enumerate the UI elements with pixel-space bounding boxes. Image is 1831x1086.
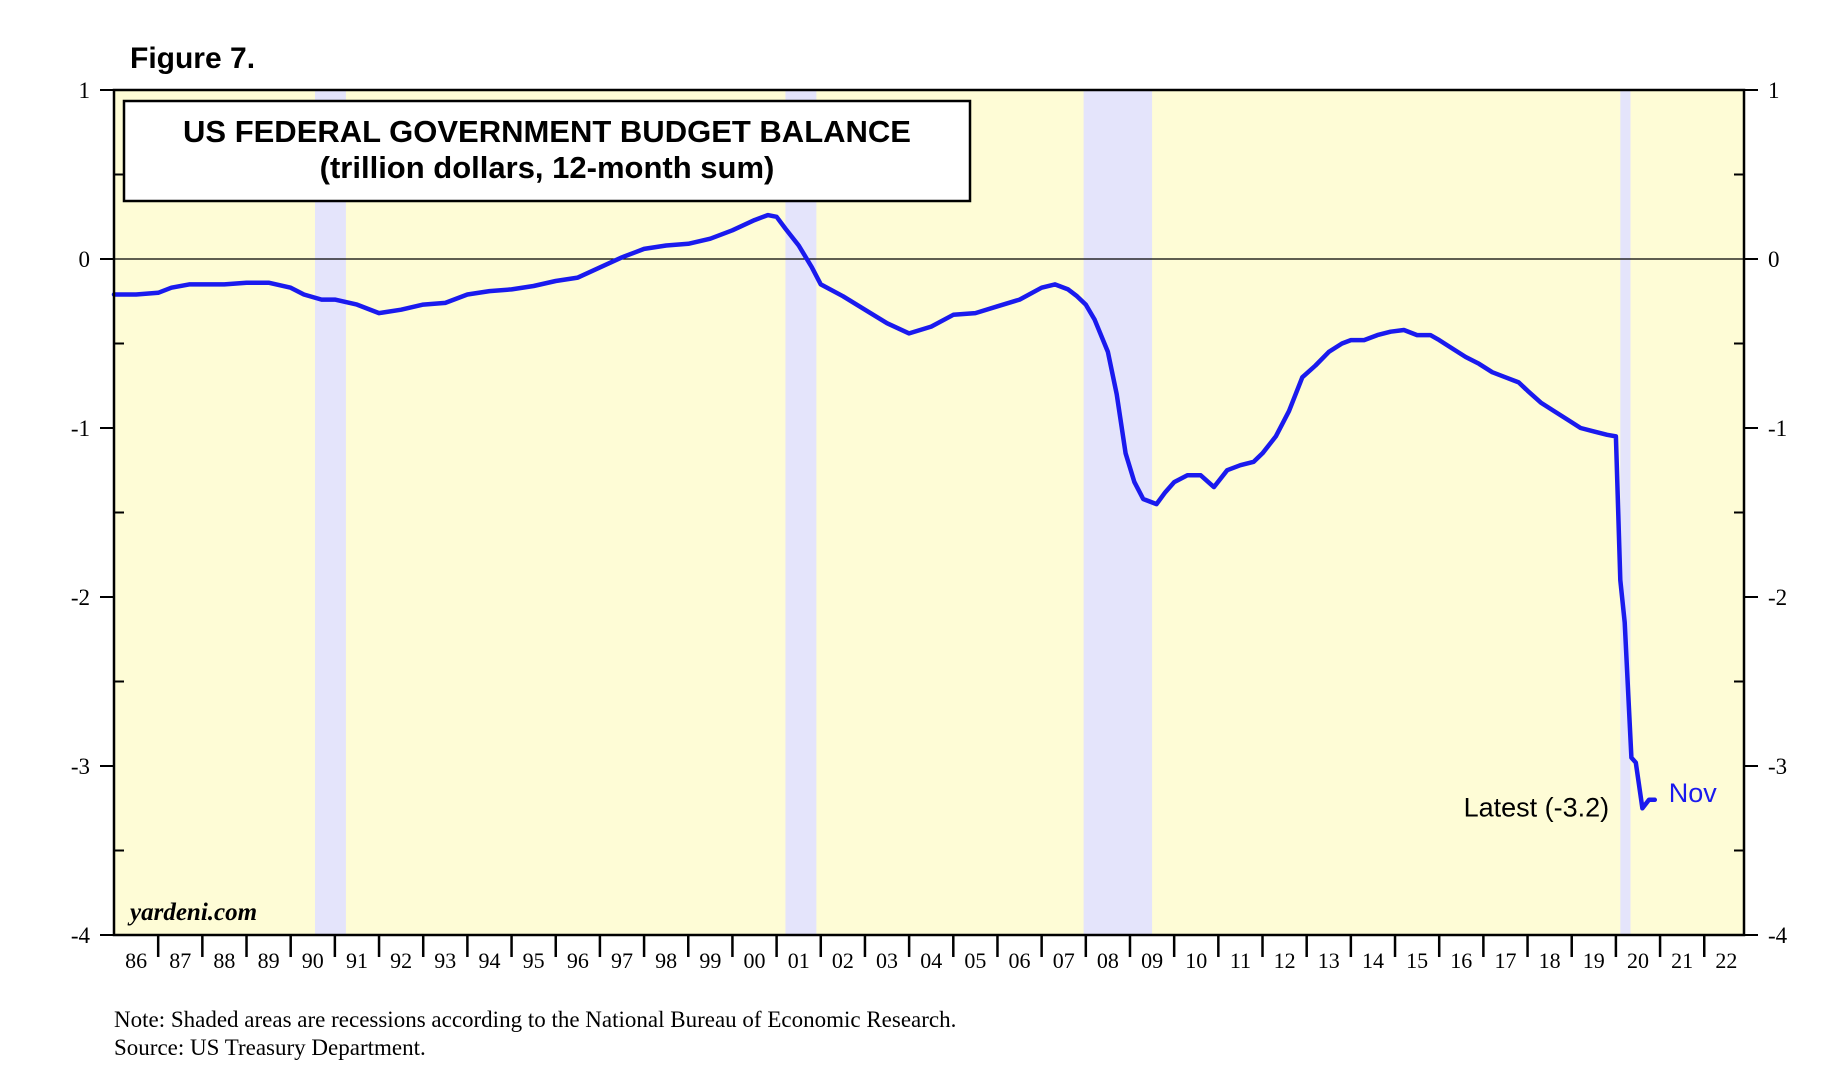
recession-band-1: [314, 90, 346, 935]
y-tick-label-right: -2: [1768, 585, 1787, 610]
y-tick-label-left: -4: [71, 923, 91, 948]
x-axis: 86 87 88 89 90 91 92 93 94 95 96 97 98 99 00 01 02 03 04 05…: [125, 935, 1737, 973]
x-tick-label: 16: [1450, 948, 1472, 973]
latest-annotation: Latest (-3.2): [1464, 793, 1610, 823]
x-tick-label: 95: [523, 948, 545, 973]
y-tick-label-right: 0: [1768, 247, 1780, 272]
x-tick-label: 10: [1185, 948, 1207, 973]
x-tick-label: 87: [169, 948, 191, 973]
x-tick-label: 97: [611, 948, 633, 973]
x-tick-label: 03: [876, 948, 898, 973]
x-tick-label: 88: [213, 948, 235, 973]
y-tick-label-right: -4: [1768, 923, 1788, 948]
x-tick-label: 98: [655, 948, 677, 973]
x-tick-label: 01: [788, 948, 810, 973]
title-box: [122, 99, 972, 203]
y-tick-label-left: 1: [79, 78, 91, 103]
x-tick-label: 86: [125, 948, 147, 973]
y-tick-label-left: -3: [71, 754, 90, 779]
y-tick-label-right: -1: [1768, 416, 1787, 441]
x-tick-label: 91: [346, 948, 368, 973]
x-tick-label: 00: [744, 948, 766, 973]
x-tick-label: 20: [1627, 948, 1649, 973]
x-tick-label: 93: [434, 948, 456, 973]
x-tick-label: 17: [1494, 948, 1516, 973]
x-tick-label: 13: [1318, 948, 1340, 973]
x-tick-label: 96: [567, 948, 589, 973]
x-tick-label: 92: [390, 948, 412, 973]
x-tick-label: 14: [1362, 948, 1384, 973]
x-tick-label: 99: [699, 948, 721, 973]
y-tick-label-right: -3: [1768, 754, 1787, 779]
end-month-label: Nov: [1669, 778, 1718, 808]
x-tick-label: 05: [964, 948, 986, 973]
budget-balance-line: [111, 212, 1658, 811]
source-text: Source: US Treasury Department.: [114, 1035, 426, 1060]
y-tick-label-right: 1: [1768, 78, 1780, 103]
recession-band-3: [1083, 90, 1153, 935]
recession-band-4: [1620, 90, 1631, 935]
chart-title: US FEDERAL GOVERNMENT BUDGET BALANCE: [183, 114, 911, 149]
x-tick-label: 89: [258, 948, 280, 973]
watermark: yardeni.com: [127, 899, 257, 926]
x-tick-label: 11: [1230, 948, 1251, 973]
recession-band-2: [785, 90, 817, 935]
x-tick-label: 04: [920, 948, 942, 973]
x-tick-label: 09: [1141, 948, 1163, 973]
y-axis-right: 1 0 -1 -2 -3 -4: [1734, 78, 1788, 948]
y-axis-left: 1 0 -1 -2 -3 -4: [71, 78, 124, 948]
x-tick-label: 90: [302, 948, 324, 973]
x-tick-label: 07: [1053, 948, 1075, 973]
y-tick-label-left: 0: [79, 247, 91, 272]
x-tick-label: 94: [478, 948, 500, 973]
x-tick-label: 02: [832, 948, 854, 973]
x-tick-label: 12: [1274, 948, 1296, 973]
figure-label: Figure 7.: [130, 42, 255, 75]
x-tick-label: 15: [1406, 948, 1428, 973]
y-tick-label-left: -2: [71, 585, 90, 610]
x-tick-label: 06: [1009, 948, 1031, 973]
x-tick-label: 08: [1097, 948, 1119, 973]
x-tick-label: 18: [1539, 948, 1561, 973]
note-text: Note: Shaded areas are recessions accord…: [114, 1007, 956, 1032]
chart-subtitle: (trillion dollars, 12-month sum): [320, 150, 775, 185]
recession-shading: [314, 90, 1631, 935]
x-tick-label: 22: [1715, 948, 1737, 973]
x-tick-label: 19: [1583, 948, 1605, 973]
x-tick-label: 21: [1671, 948, 1693, 973]
plot-background: [114, 90, 1744, 935]
y-tick-label-left: -1: [71, 416, 90, 441]
